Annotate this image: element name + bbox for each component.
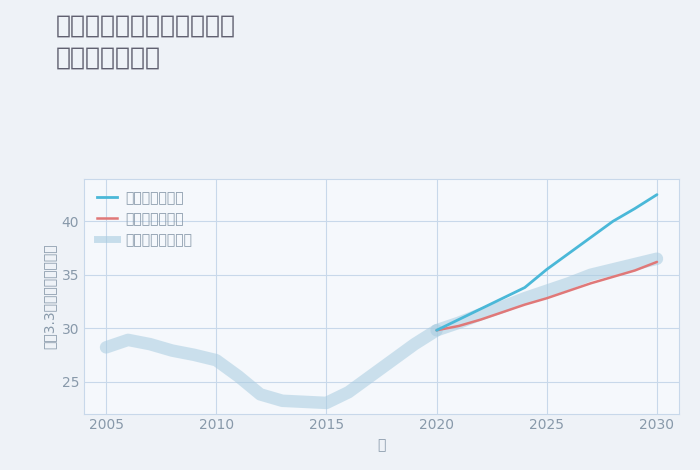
Y-axis label: 坪（3.3㎡）単価（万円）: 坪（3.3㎡）単価（万円） [42,243,56,349]
Text: 兵庫県三木市吉川町畑枝の
土地の価格推移: 兵庫県三木市吉川町畑枝の 土地の価格推移 [56,14,236,70]
Legend: グッドシナリオ, バッドシナリオ, ノーマルシナリオ: グッドシナリオ, バッドシナリオ, ノーマルシナリオ [91,186,198,252]
X-axis label: 年: 年 [377,438,386,452]
